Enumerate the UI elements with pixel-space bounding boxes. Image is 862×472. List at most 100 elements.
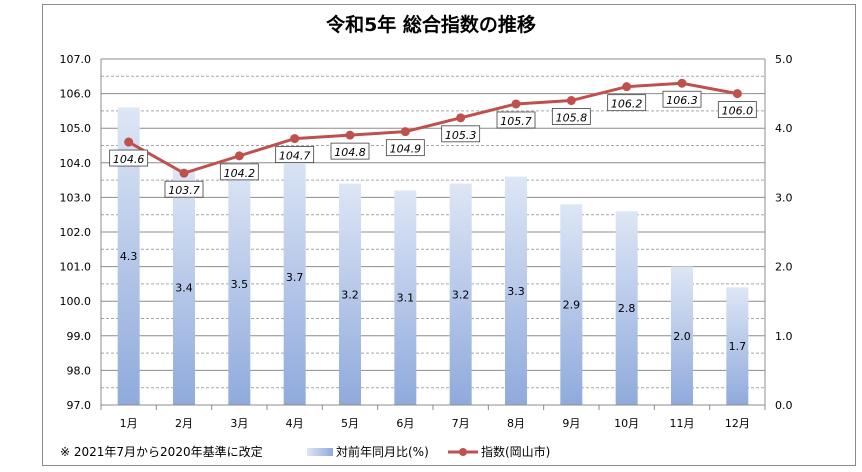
left-tick-label: 97.0 <box>67 399 92 412</box>
line-point <box>511 99 521 109</box>
x-tick-label: 1月 <box>120 417 138 430</box>
bar-data-label: 2.9 <box>563 299 581 312</box>
bar-data-label: 2.0 <box>673 330 691 343</box>
bar-data-label: 2.8 <box>618 302 636 315</box>
right-tick-label: 4.0 <box>775 122 793 135</box>
line-data-label-box <box>385 139 425 157</box>
line-point <box>345 130 355 140</box>
bar-data-label: 3.2 <box>452 288 470 301</box>
bar-data-label: 1.7 <box>729 340 747 353</box>
line-data-label-box <box>662 90 702 108</box>
left-tick-label: 98.0 <box>67 364 92 377</box>
line-data-label-box <box>164 180 204 198</box>
x-tick-label: 4月 <box>286 417 304 430</box>
bar <box>726 287 749 405</box>
bar <box>228 162 251 405</box>
x-tick-label: 6月 <box>396 417 414 430</box>
legend-item-line: 指数(岡山市) <box>448 443 550 460</box>
legend-bar-label: 対前年同月比(%) <box>336 445 429 459</box>
bar-data-label: 4.3 <box>120 250 138 263</box>
chart-frame <box>42 4 856 466</box>
bar <box>615 211 638 405</box>
line-point <box>677 78 687 88</box>
line-data-label-box <box>275 146 315 163</box>
legend-line-swatch <box>448 447 478 456</box>
x-tick-label: 12月 <box>725 417 750 430</box>
line-data-label-box <box>330 142 370 160</box>
line-data-label-box <box>717 101 757 118</box>
line-point <box>400 127 410 137</box>
bar-data-label: 3.2 <box>341 288 359 301</box>
line-data-label: 106.2 <box>611 98 643 111</box>
bar <box>173 169 195 405</box>
left-tick-label: 103.0 <box>60 191 92 204</box>
legend-line-label: 指数(岡山市) <box>481 445 551 459</box>
bar <box>671 266 693 405</box>
line-data-label-box <box>219 163 259 181</box>
right-tick-label: 5.0 <box>775 53 793 66</box>
left-tick-label: 100.0 <box>60 295 92 308</box>
left-tick-label: 106.0 <box>60 88 92 101</box>
left-tick-label: 101.0 <box>60 261 92 274</box>
line-point <box>566 96 576 106</box>
line-point <box>124 137 134 147</box>
line-data-label-box <box>551 108 591 125</box>
bar <box>394 190 417 405</box>
line-point <box>234 151 244 161</box>
bar-data-label: 3.5 <box>231 278 249 291</box>
line-data-label: 104.7 <box>279 150 311 163</box>
chart-title: 令和5年 総合指数の推移 <box>326 14 536 36</box>
line-data-label: 104.6 <box>113 153 145 166</box>
x-tick-label: 2月 <box>175 417 193 430</box>
chart-note: ※ 2021年7月から2020年基準に改定 <box>60 445 263 459</box>
line-data-label: 105.7 <box>500 115 532 128</box>
left-tick-label: 102.0 <box>60 226 92 239</box>
bar-data-label: 3.1 <box>397 292 415 305</box>
line-data-label: 104.9 <box>390 143 422 156</box>
left-tick-label: 99.0 <box>67 330 92 343</box>
x-tick-label: 10月 <box>614 417 639 430</box>
left-tick-label: 105.0 <box>60 122 92 135</box>
line-point <box>622 82 632 92</box>
line-data-label: 105.8 <box>556 112 588 125</box>
line-data-label: 105.3 <box>445 129 477 142</box>
line-data-label: 103.7 <box>168 184 200 197</box>
left-tick-label: 107.0 <box>60 53 92 66</box>
bar-data-label: 3.3 <box>507 285 525 298</box>
bar <box>117 107 140 405</box>
line-data-label: 106.3 <box>666 94 698 107</box>
x-tick-label: 9月 <box>562 417 580 430</box>
x-tick-label: 11月 <box>670 417 695 430</box>
bar-data-label: 3.7 <box>286 271 304 284</box>
bar <box>339 183 361 405</box>
line-data-label: 104.8 <box>334 146 366 159</box>
line-data-label-box <box>441 125 481 143</box>
bar <box>505 176 527 405</box>
line-data-label-box <box>607 94 647 112</box>
line-point <box>179 168 189 178</box>
legend-item-bar: 対前年同月比(%) <box>307 443 429 460</box>
line-data-label-box <box>109 149 149 167</box>
x-tick-label: 8月 <box>507 417 525 430</box>
line-data-label: 104.2 <box>224 167 256 180</box>
bar <box>449 183 472 405</box>
bar <box>560 204 583 405</box>
x-tick-label: 5月 <box>341 417 359 430</box>
legend-bar-swatch <box>307 447 333 456</box>
right-tick-label: 3.0 <box>775 191 793 204</box>
right-tick-label: 2.0 <box>775 261 793 274</box>
right-tick-label: 0.0 <box>775 399 793 412</box>
series-line <box>127 81 738 175</box>
x-tick-label: 3月 <box>230 417 248 430</box>
bar-data-label: 3.4 <box>175 281 193 294</box>
line-point <box>456 113 466 123</box>
bar <box>283 148 306 405</box>
x-tick-label: 7月 <box>452 417 470 430</box>
line-data-label: 106.0 <box>722 105 754 118</box>
left-tick-label: 104.0 <box>60 157 92 170</box>
line-point <box>732 89 742 99</box>
line-point <box>290 134 300 144</box>
line-data-label-box <box>496 111 536 129</box>
right-tick-label: 1.0 <box>775 330 793 343</box>
